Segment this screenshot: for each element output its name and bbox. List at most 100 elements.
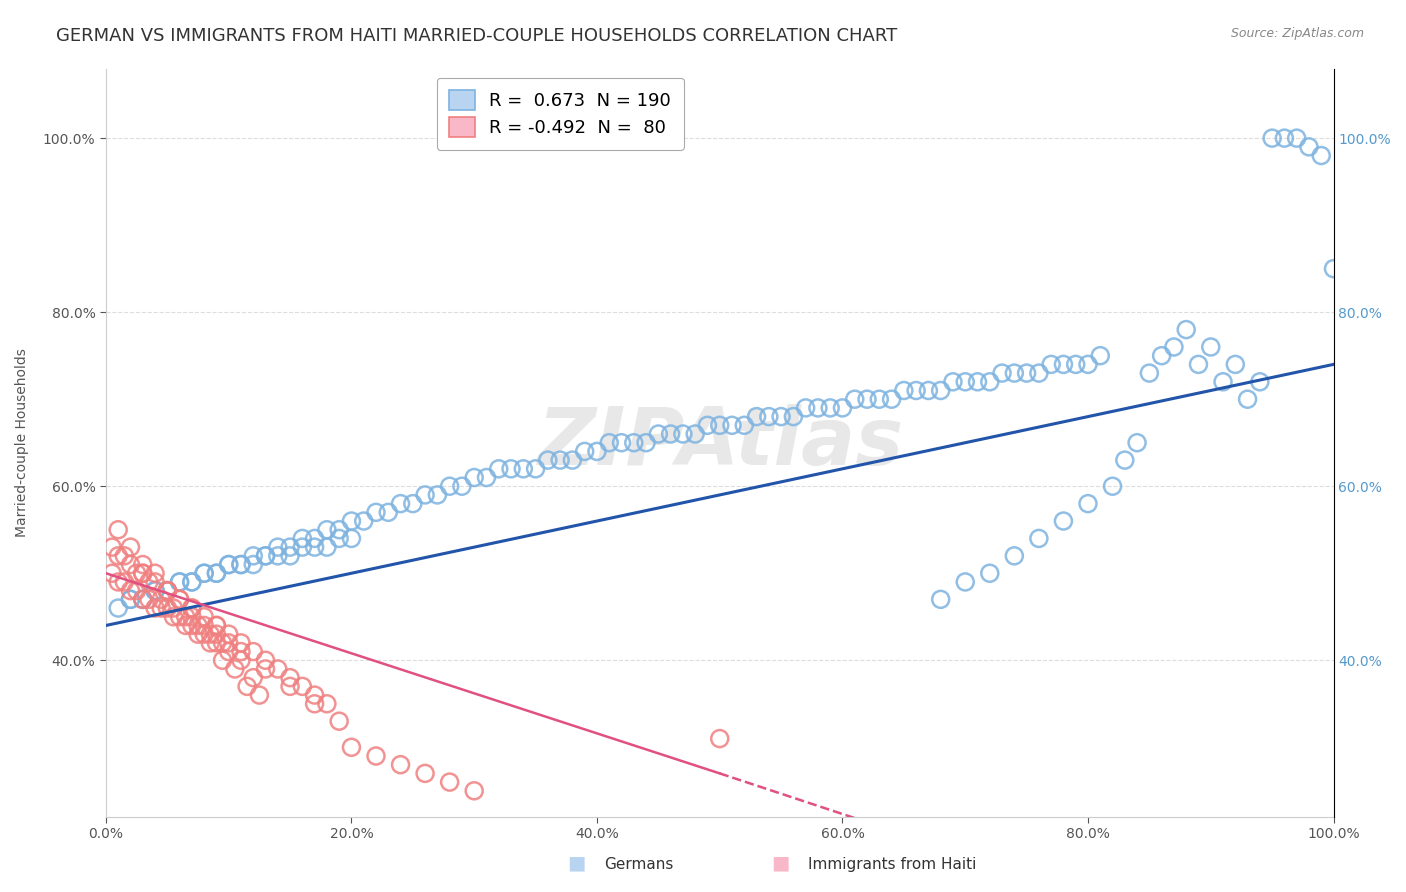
Point xyxy=(180,601,202,615)
Point xyxy=(112,549,135,563)
Point xyxy=(162,609,184,624)
Point xyxy=(205,618,228,632)
Point xyxy=(132,566,155,581)
Point xyxy=(463,470,485,484)
Point xyxy=(610,435,633,450)
Point xyxy=(162,601,184,615)
Point xyxy=(316,540,339,554)
Point xyxy=(138,592,160,607)
Point xyxy=(524,462,547,476)
Point xyxy=(574,444,596,458)
Point xyxy=(304,688,326,702)
Point xyxy=(205,636,228,650)
Point xyxy=(132,592,155,607)
Point xyxy=(229,558,252,572)
Point xyxy=(211,636,233,650)
Point xyxy=(218,644,240,658)
Point xyxy=(488,462,510,476)
Point xyxy=(242,644,264,658)
Point xyxy=(413,766,436,780)
Point xyxy=(1090,349,1112,363)
Point xyxy=(278,549,301,563)
Point xyxy=(205,566,228,581)
Point xyxy=(807,401,830,415)
Point xyxy=(880,392,903,407)
Point xyxy=(929,592,952,607)
Point xyxy=(180,574,202,589)
Point xyxy=(107,549,129,563)
Point xyxy=(254,549,277,563)
Point xyxy=(696,418,718,433)
Point xyxy=(101,566,124,581)
Point xyxy=(1236,392,1258,407)
Point xyxy=(955,375,977,389)
Point xyxy=(169,574,191,589)
Point xyxy=(1101,479,1123,493)
Point xyxy=(138,574,160,589)
Point xyxy=(1298,140,1320,154)
Point xyxy=(107,574,129,589)
Point xyxy=(218,627,240,641)
Point xyxy=(647,427,669,442)
Point xyxy=(636,435,658,450)
Point xyxy=(205,566,228,581)
Point xyxy=(150,592,173,607)
Point xyxy=(291,679,314,693)
Point xyxy=(267,549,290,563)
Point xyxy=(187,627,209,641)
Point xyxy=(120,540,142,554)
Point xyxy=(143,574,166,589)
Point xyxy=(439,775,461,789)
Point xyxy=(229,653,252,667)
Point xyxy=(794,401,817,415)
Point xyxy=(389,757,412,772)
Point xyxy=(955,574,977,589)
Point xyxy=(101,540,124,554)
Point xyxy=(340,740,363,755)
Point xyxy=(389,497,412,511)
Point xyxy=(979,375,1001,389)
Point xyxy=(683,427,706,442)
Point xyxy=(929,384,952,398)
Point xyxy=(1028,532,1050,546)
Point xyxy=(107,523,129,537)
Point xyxy=(132,592,155,607)
Point xyxy=(125,566,148,581)
Point xyxy=(143,566,166,581)
Point xyxy=(132,592,155,607)
Point xyxy=(942,375,965,389)
Point xyxy=(758,409,780,424)
Point xyxy=(353,514,375,528)
Point xyxy=(1002,366,1025,380)
Point xyxy=(893,384,915,398)
Point xyxy=(844,392,866,407)
Point xyxy=(254,653,277,667)
Point xyxy=(156,583,179,598)
Point xyxy=(156,601,179,615)
Point xyxy=(120,558,142,572)
Point xyxy=(1052,358,1074,372)
Point xyxy=(1002,549,1025,563)
Point xyxy=(291,540,314,554)
Point xyxy=(721,418,744,433)
Point xyxy=(1114,453,1136,467)
Text: Germans: Germans xyxy=(605,857,673,872)
Point xyxy=(254,662,277,676)
Point xyxy=(242,671,264,685)
Point xyxy=(770,409,793,424)
Point xyxy=(782,409,804,424)
Point xyxy=(1137,366,1160,380)
Point xyxy=(132,558,155,572)
Point xyxy=(174,609,197,624)
Point xyxy=(169,609,191,624)
Point xyxy=(193,609,215,624)
Point xyxy=(200,636,222,650)
Point xyxy=(328,523,350,537)
Point xyxy=(672,427,695,442)
Point xyxy=(561,453,583,467)
Point xyxy=(537,453,560,467)
Point xyxy=(180,574,202,589)
Point xyxy=(1310,148,1333,162)
Point xyxy=(112,574,135,589)
Point xyxy=(291,532,314,546)
